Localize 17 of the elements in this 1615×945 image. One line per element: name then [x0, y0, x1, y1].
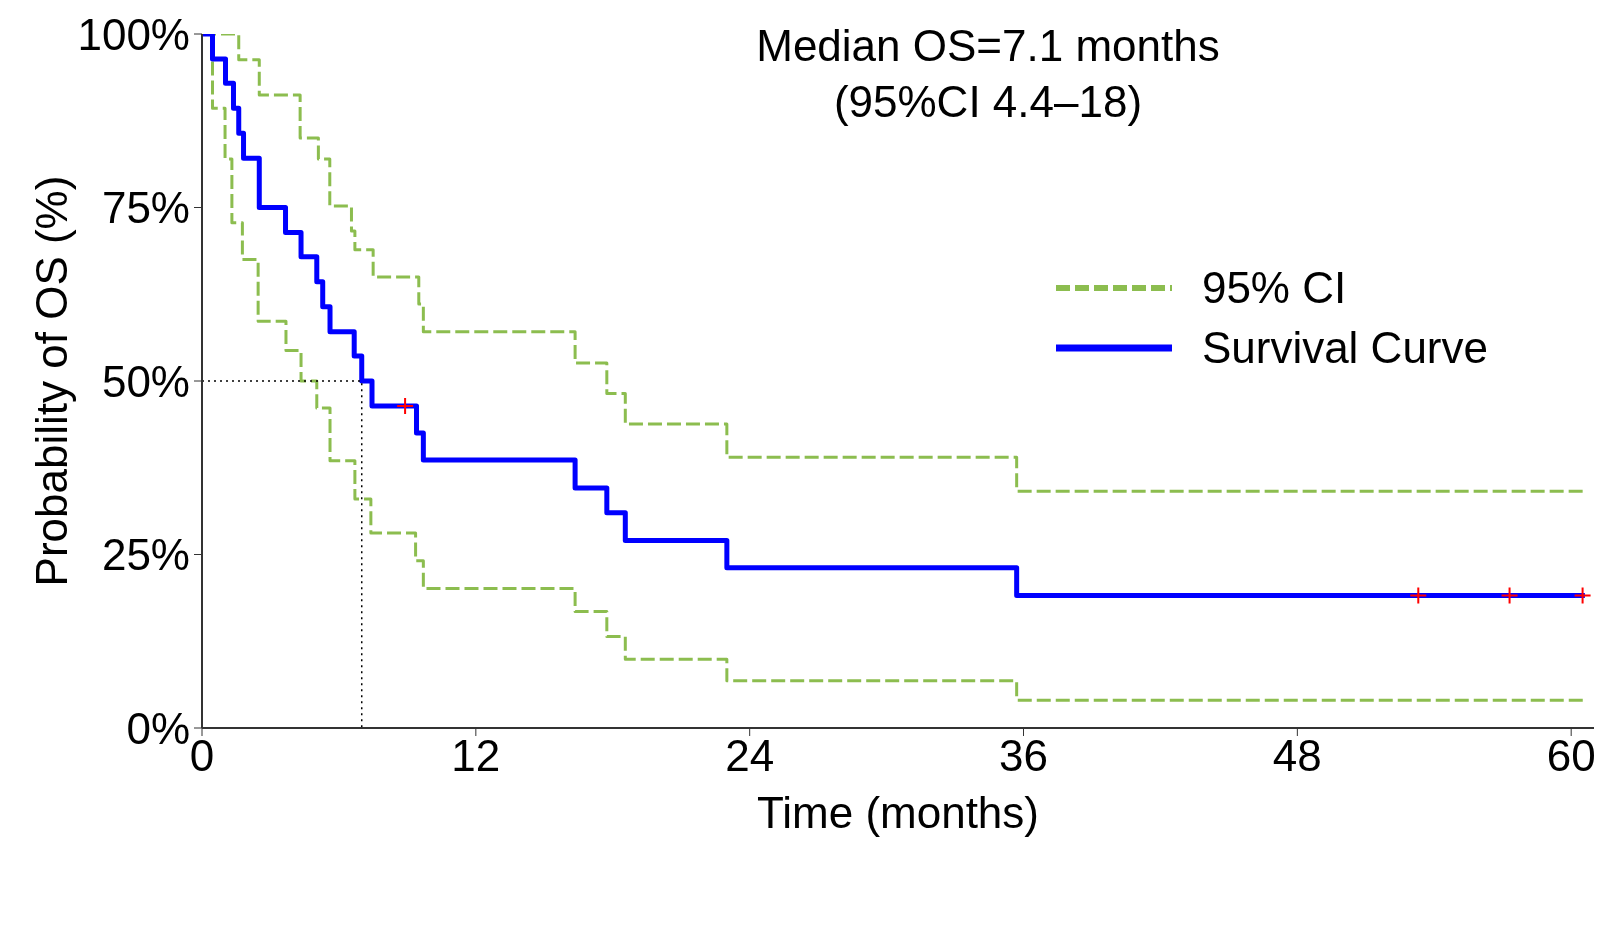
y-tick-label: 0%	[126, 703, 190, 753]
legend-label: 95% CI	[1201, 262, 1347, 314]
y-tick-label: 100%	[77, 9, 190, 59]
x-tick-label: 60	[1546, 731, 1596, 781]
legend-label: Survival Curve	[1201, 322, 1488, 374]
x-tick-label: 36	[999, 731, 1048, 781]
x-tick-label: 12	[451, 731, 501, 781]
x-tick-label: 24	[725, 731, 775, 781]
y-axis-title: Probability of OS (%)	[26, 175, 76, 587]
x-tick-label: 0	[189, 731, 215, 781]
y-tick-label: 25%	[101, 530, 190, 580]
chart-title: Median OS=7.1 months	[755, 20, 1221, 72]
x-tick-label: 48	[1272, 731, 1322, 781]
text: (95%CI 4.4–18)	[832, 76, 1144, 128]
y-tick-label: 75%	[101, 183, 190, 233]
x-axis-title: Time (months)	[757, 788, 1039, 837]
y-tick-label: 50%	[101, 356, 190, 406]
